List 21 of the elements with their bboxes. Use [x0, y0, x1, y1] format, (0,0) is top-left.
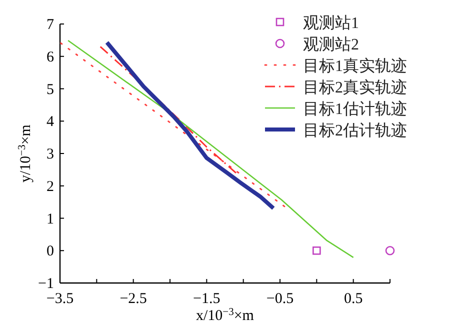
x-axis-title: x/10$^{−3}$×m [196, 306, 254, 324]
x-tick-label: −2.5 [120, 291, 147, 307]
x-tick-label: −0.5 [266, 291, 294, 307]
y-tick-label: 2 [46, 178, 54, 195]
x-tick-label: −3.5 [46, 291, 74, 307]
y-tick-label: 3 [46, 146, 54, 162]
y-tick-label: 7 [46, 17, 54, 33]
y-tick-label: 4 [46, 114, 54, 130]
legend-label: 目标2估计轨迹 [303, 122, 407, 140]
y-tick-label: −1 [38, 276, 54, 292]
legend-label: 目标1真实轨迹 [303, 57, 407, 75]
legend-label: 观测站2 [303, 36, 359, 54]
y-tick-label: 1 [46, 211, 54, 228]
x-tick-label: 0.5 [344, 291, 363, 307]
legend-label: 目标2真实轨迹 [303, 78, 407, 96]
x-tick-label: −1.5 [193, 291, 220, 307]
legend-label: 观测站1 [303, 14, 359, 32]
y-tick-label: 5 [46, 82, 54, 98]
legend-label: 目标1估计轨迹 [303, 100, 407, 118]
y-tick-label: 6 [46, 49, 54, 66]
y-tick-label: 0 [46, 244, 54, 260]
